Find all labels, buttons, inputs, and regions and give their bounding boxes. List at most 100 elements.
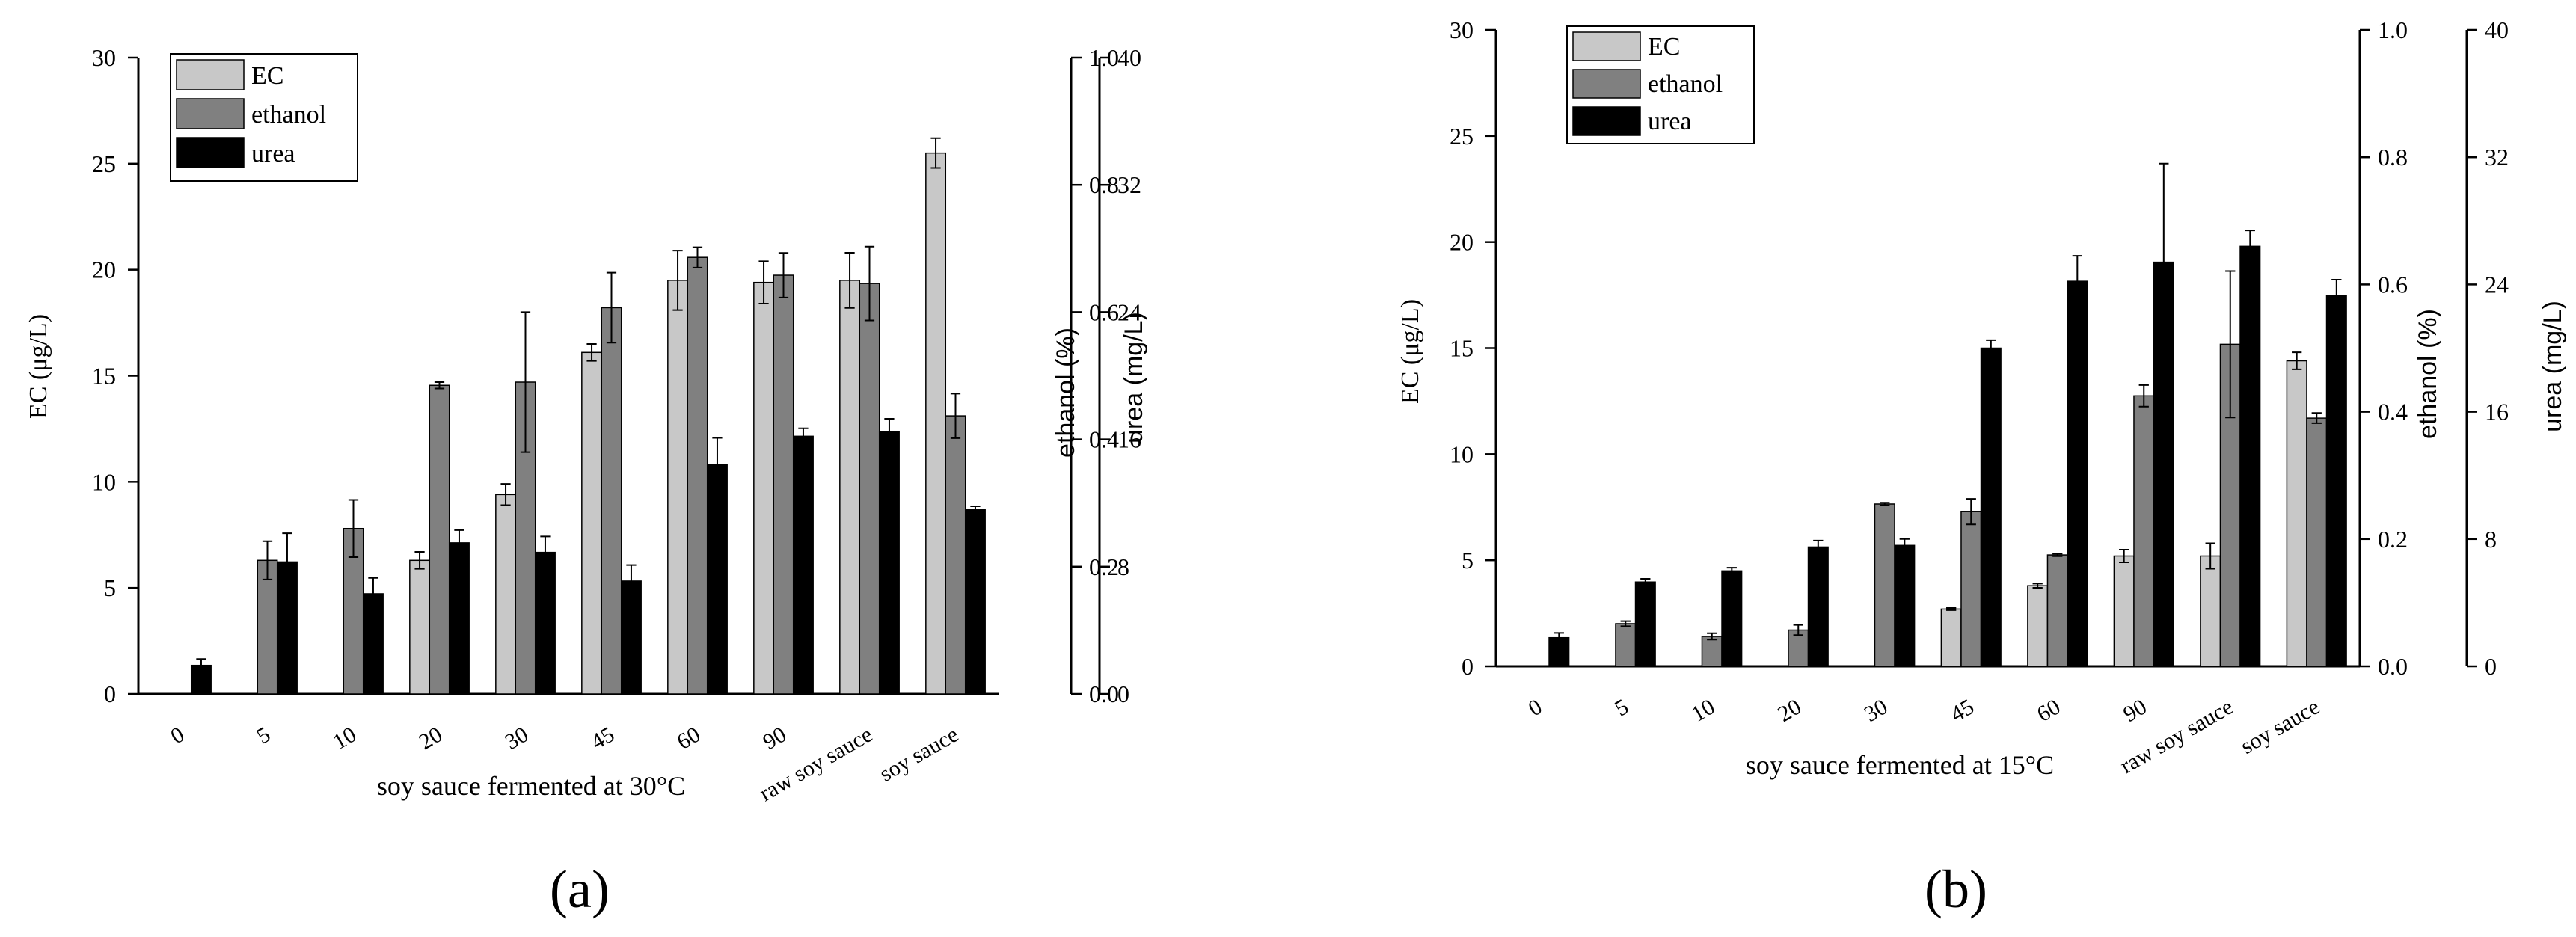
panel-b-errorbar-urea-5 (1986, 339, 1996, 357)
panel-a-xtick-label: 30 (501, 722, 533, 755)
panel-a-errorbar-ethanol-4 (520, 311, 531, 453)
panel-a-bar-ethanol-3 (429, 384, 450, 695)
panel-a-xtick-label: 90 (759, 722, 791, 755)
panel-b-ylabel-right-2: urea (mg/L) (2539, 301, 2567, 432)
panel-b-bar-urea-2 (1721, 570, 1743, 667)
panel-a-ytick-right-2-label: 32 (1117, 171, 1141, 198)
panel-a-xtick-label: 0 (167, 722, 188, 749)
panel-b-ytick-label: 10 (1450, 440, 1473, 467)
panel-b-xtick-label: 20 (1773, 694, 1805, 727)
panel-b-ytick-label: 5 (1462, 547, 1473, 574)
panel-b-ytick-right-1-label: 0.6 (2378, 271, 2408, 298)
panel-a: EC (μg/L) ethanol (%) urea (mg/L) soy sa… (25, 312, 1148, 919)
panel-a-errorbar-urea-1 (282, 532, 292, 592)
panel-a-label: (a) (550, 859, 610, 919)
panel-a-ytick-right-2-label: 24 (1117, 298, 1141, 325)
panel-a-bar-urea-4 (534, 551, 556, 695)
panel-b-errorbar-urea-2 (1726, 567, 1737, 575)
panel-a-errorbar-urea-3 (454, 529, 464, 556)
panel-b-legend-label-EC: EC (1648, 33, 1680, 61)
panel-b-errorbar-EC-5 (1946, 606, 1957, 611)
panel-b-ytick-label: 30 (1450, 16, 1473, 43)
panel-b-bar-ethanol-5 (1960, 511, 1982, 667)
panel-b-errorbar-urea-9 (2331, 279, 2342, 313)
panel-b-bar-urea-3 (1807, 546, 1829, 667)
panel-b-ytick-right-2-label: 24 (2485, 271, 2509, 298)
panel-b-bar-urea-9 (2325, 295, 2347, 667)
panel-b-ytick-right-2-label: 40 (2485, 16, 2509, 43)
panel-b-ytick-right-2-label: 8 (2485, 526, 2497, 553)
panel-b-xtick-label: 0 (1524, 694, 1546, 721)
panel-a-xtick-label: 5 (253, 722, 275, 749)
panel-b-bar-urea-8 (2239, 245, 2261, 667)
panel-a-bar-urea-2 (362, 593, 384, 695)
panel-b-ytick-label: 0 (1462, 653, 1473, 680)
panel-a-bar-ethanol-8 (859, 283, 880, 695)
panel-a-errorbar-ethanol-8 (864, 245, 875, 322)
panel-a-ylabel-right-1: ethanol (%) (1052, 328, 1080, 458)
panel-b-ytick-right-1-label: 0.0 (2378, 653, 2408, 680)
panel-a-ytick-right-2-label: 8 (1117, 553, 1129, 580)
panel-a-errorbar-ethanol-9 (950, 393, 961, 439)
panel-a-legend-label-EC: EC (251, 62, 283, 90)
panel-a-ytick-right-2-label: 40 (1117, 44, 1141, 71)
panel-a-legend-label-urea: urea (251, 140, 295, 168)
panel-b-errorbar-ethanol-9 (2311, 412, 2322, 424)
panel-a-bar-EC-7 (753, 281, 775, 695)
panel-b-bar-ethanol-9 (2306, 417, 2328, 667)
panel-b: EC (μg/L) ethanol (%) urea (mg/L) soy sa… (1396, 299, 2567, 919)
panel-a-bar-ethanol-7 (773, 274, 794, 695)
panel-b-errorbar-urea-6 (2072, 255, 2082, 308)
panel-a-ytick-label: 20 (92, 256, 116, 283)
panel-b-bar-ethanol-7 (2133, 395, 2155, 667)
panel-b-bar-EC-9 (2286, 360, 2307, 667)
panel-a-errorbar-urea-6 (712, 437, 723, 493)
panel-a-bar-urea-6 (706, 464, 728, 695)
panel-b-errorbar-ethanol-7 (2138, 384, 2149, 408)
panel-b-errorbar-EC-6 (2032, 583, 2043, 589)
panel-a-ytick-label: 0 (104, 681, 116, 707)
panel-b-errorbar-ethanol-6 (2052, 553, 2063, 557)
panel-a-errorbar-urea-9 (970, 505, 981, 514)
panel-b-xtick-label: soy sauce (2236, 694, 2324, 758)
panel-b-xlabel: soy sauce fermented at 15°C (1746, 750, 2054, 780)
panel-a-errorbar-EC-9 (930, 137, 941, 169)
panel-b-errorbar-ethanol-8 (2225, 270, 2236, 419)
panel-a-xtick-label: soy sauce (875, 722, 963, 786)
panel-b-bar-urea-7 (2153, 261, 2174, 667)
panel-b-legend-label-ethanol: ethanol (1648, 70, 1723, 98)
panel-b-xtick-label: 5 (1610, 694, 1632, 721)
panel-b-bar-ethanol-4 (1874, 503, 1895, 667)
panel-b-xtick-label: 10 (1687, 694, 1719, 727)
panel-a-legend-swatch-EC (176, 59, 245, 90)
panel-b-bar-EC-6 (2027, 585, 2049, 667)
panel-a-errorbar-ethanol-5 (606, 271, 617, 344)
panel-b-errorbar-ethanol-1 (1620, 620, 1631, 627)
panel-b-ytick-label: 20 (1450, 229, 1473, 256)
panel-a-errorbar-EC-7 (758, 260, 769, 305)
panel-a-bar-ethanol-5 (601, 307, 622, 695)
panel-a-bar-ethanol-9 (945, 415, 966, 695)
panel-a-errorbar-EC-6 (672, 250, 683, 311)
panel-a-bar-EC-8 (839, 280, 861, 695)
panel-a-ylabel: EC (μg/L) (25, 314, 52, 419)
panel-b-ytick-label: 25 (1450, 123, 1473, 150)
panel-b-bar-ethanol-6 (2046, 554, 2068, 667)
panel-a-errorbar-urea-7 (798, 427, 809, 445)
panel-b-errorbar-EC-7 (2119, 548, 2129, 564)
panel-b-bar-ethanol-2 (1701, 636, 1723, 667)
panel-a-errorbar-urea-4 (540, 535, 551, 569)
panel-b-errorbar-urea-7 (2159, 162, 2169, 362)
panel-b-bar-urea-5 (1980, 347, 2002, 667)
panel-a-ytick-label: 25 (92, 150, 116, 177)
panel-a-errorbar-urea-8 (884, 417, 895, 445)
panel-a-xlabel: soy sauce fermented at 30°C (377, 771, 685, 801)
panel-a-bar-urea-7 (792, 435, 814, 695)
panel-b-bar-urea-1 (1634, 581, 1656, 667)
panel-b-errorbar-EC-8 (2205, 542, 2215, 570)
panel-a-xtick-label: 10 (329, 722, 361, 755)
panel-a-errorbar-urea-5 (626, 564, 637, 598)
panel-b-bar-urea-4 (1894, 544, 1916, 667)
panel-a-ytick-label: 30 (92, 44, 116, 71)
